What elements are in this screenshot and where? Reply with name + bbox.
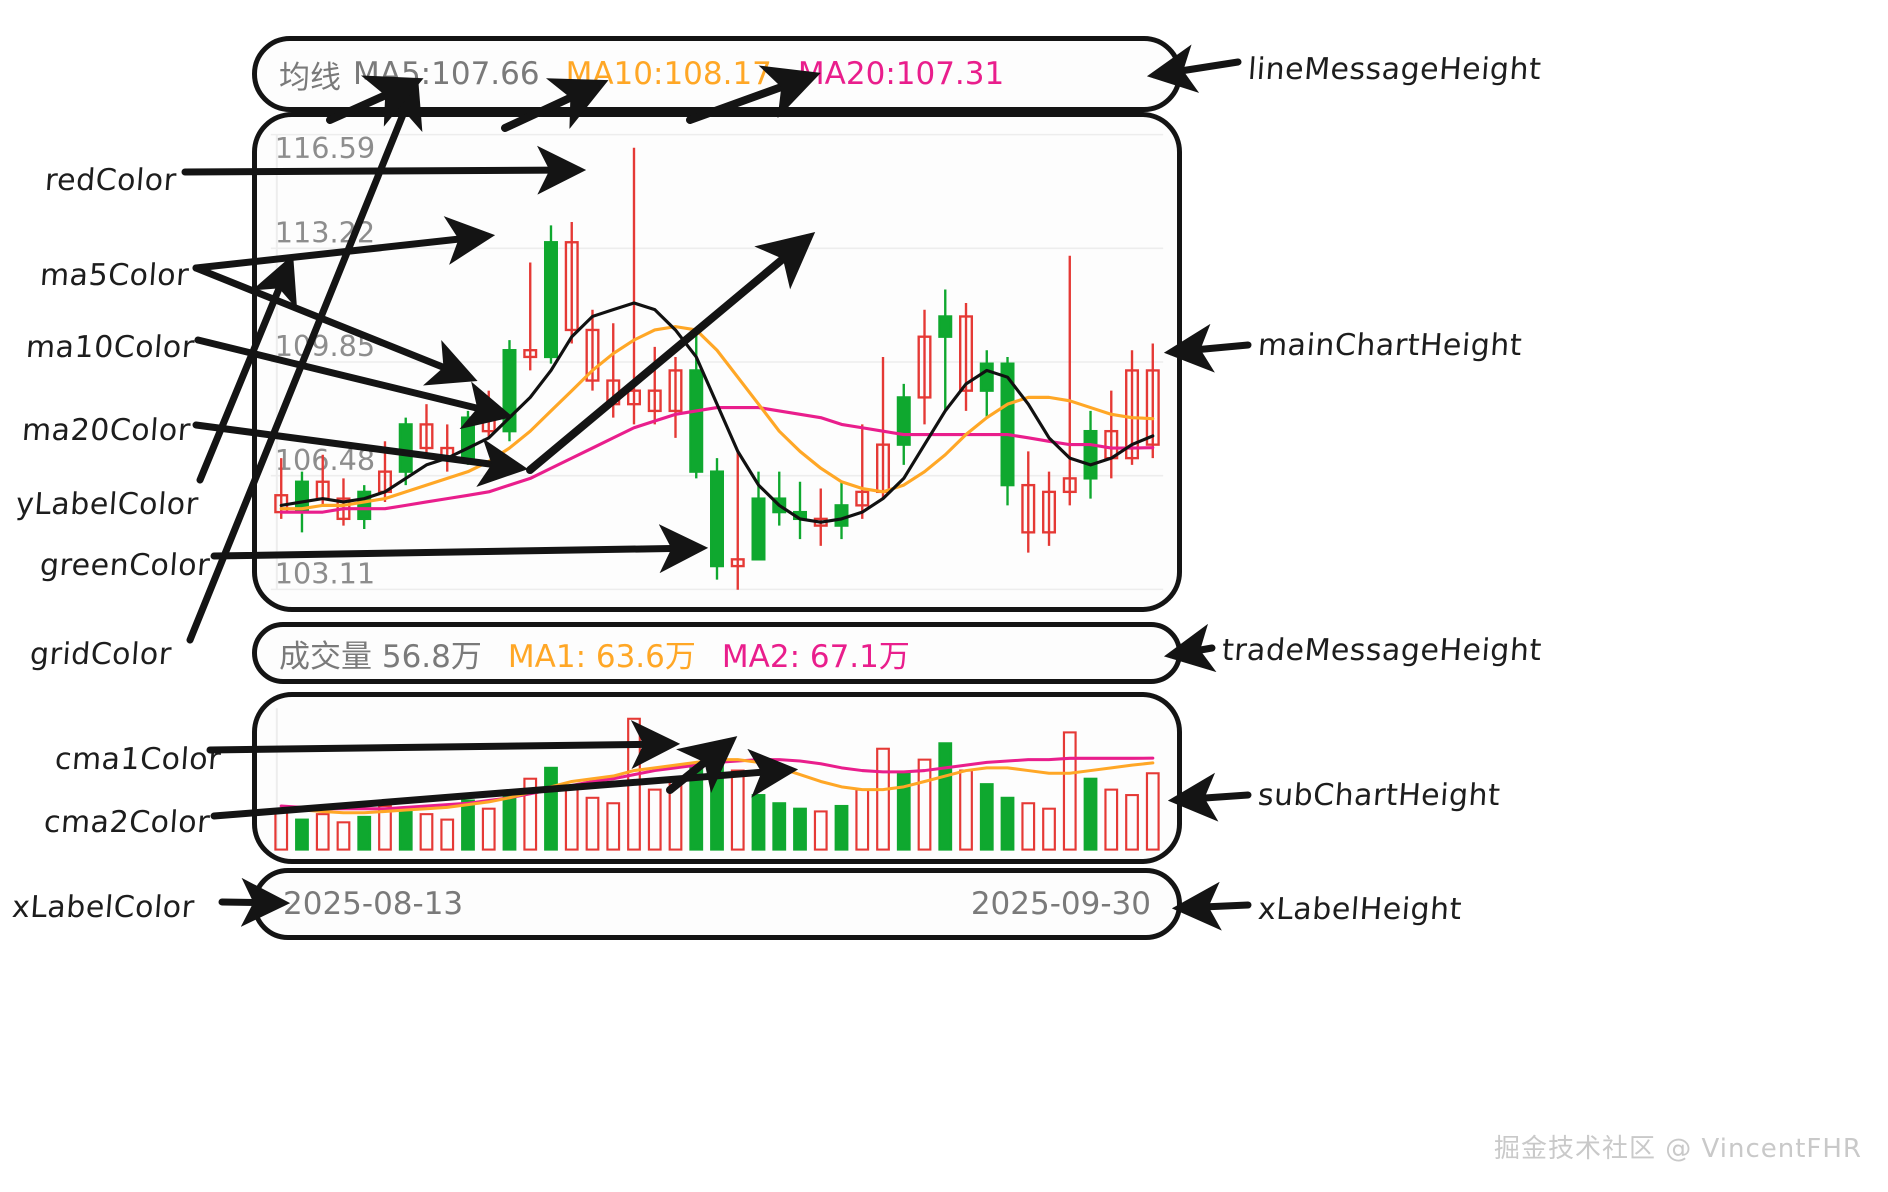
annotation-redColor: redColor	[43, 163, 178, 198]
line-message-ma20: MA20:107.31	[797, 56, 1005, 92]
main-chart-panel[interactable]: 116.59 113.22 109.85 106.48 103.11	[252, 112, 1182, 612]
line-message-title: 均线	[279, 59, 341, 96]
x-label-end: 2025-09-30	[970, 886, 1151, 922]
svg-text:113.22: 113.22	[275, 216, 375, 250]
sub-chart-canvas[interactable]	[257, 697, 1177, 859]
annotation-tradeMessageHeight: tradeMessageHeight	[1220, 633, 1543, 668]
x-label-bar: 2025-08-13 2025-09-30	[252, 868, 1182, 940]
line-message-bar: 均线 MA5:107.66 MA10:108.17 MA20:107.31	[252, 36, 1182, 112]
trade-message-title: 成交量 56.8万	[279, 638, 482, 675]
annotation-lineMessageHeight: lineMessageHeight	[1246, 52, 1543, 87]
main-chart-canvas[interactable]: 116.59 113.22 109.85 106.48 103.11	[257, 117, 1177, 607]
arrow-mainChartHeight	[1163, 323, 1252, 373]
line-message-ma5: MA5:107.66	[353, 56, 540, 92]
trade-message-ma1: MA1: 63.6万	[507, 638, 696, 675]
trade-message-content: 成交量 56.8万 MA1: 63.6万 MA2: 67.1万	[257, 627, 1177, 679]
annotation-subChartHeight: subChartHeight	[1256, 778, 1502, 813]
annotation-yLabelColor: yLabelColor	[14, 487, 200, 522]
trade-message-ma2: MA2: 67.1万	[721, 638, 910, 675]
svg-text:103.11: 103.11	[275, 557, 375, 591]
annotation-xLabelHeight: xLabelHeight	[1256, 892, 1464, 927]
svg-text:106.48: 106.48	[275, 443, 375, 477]
x-label-start: 2025-08-13	[283, 886, 464, 922]
arrow-xLabelHeight	[1171, 881, 1252, 931]
svg-text:116.59: 116.59	[275, 131, 375, 165]
trade-message-bar: 成交量 56.8万 MA1: 63.6万 MA2: 67.1万	[252, 622, 1182, 684]
arrow-subChartHeight	[1167, 772, 1252, 822]
annotation-greenColor: greenColor	[38, 548, 212, 583]
annotation-ma20Color: ma20Color	[20, 413, 192, 448]
x-label-content: 2025-08-13 2025-09-30	[257, 873, 1177, 935]
svg-text:109.85: 109.85	[275, 329, 375, 363]
annotation-cma2Color: cma2Color	[42, 805, 212, 840]
annotation-gridColor: gridColor	[28, 637, 173, 672]
annotation-ma10Color: ma10Color	[24, 330, 196, 365]
watermark: 掘金技术社区 @ VincentFHR	[1494, 1134, 1862, 1164]
sub-chart-panel[interactable]	[252, 692, 1182, 864]
annotation-cma1Color: cma1Color	[53, 742, 223, 777]
annotation-mainChartHeight: mainChartHeight	[1256, 328, 1524, 363]
line-message-content: 均线 MA5:107.66 MA10:108.17 MA20:107.31	[257, 41, 1177, 107]
annotation-ma5Color: ma5Color	[38, 258, 191, 293]
annotation-xLabelColor: xLabelColor	[10, 890, 196, 925]
line-message-ma10: MA10:108.17	[565, 56, 772, 92]
